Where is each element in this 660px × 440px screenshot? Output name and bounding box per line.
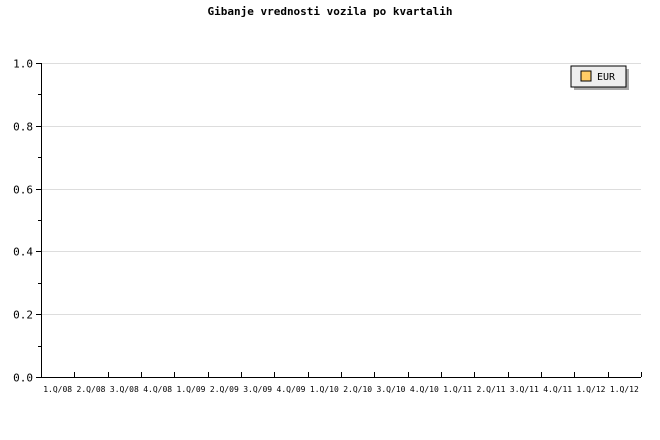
- x-tick-label: 3.Q/10: [377, 385, 406, 394]
- gridlines: [41, 63, 641, 315]
- x-tick-label: 1.Q/12: [577, 385, 606, 394]
- y-tick-label: 0.0: [13, 372, 33, 385]
- legend: EUR: [570, 65, 629, 90]
- x-tick-label: 4.Q/11: [543, 385, 572, 394]
- y-tick-label: 0.8: [13, 121, 33, 134]
- legend-label-eur: EUR: [597, 72, 616, 83]
- x-tick-label: 3.Q/08: [110, 385, 139, 394]
- x-tick-label: 4.Q/10: [410, 385, 439, 394]
- x-tick-label: 1.Q/12: [610, 385, 639, 394]
- y-tick-labels: 0.0 0.2 0.4 0.6 0.8 1.0: [13, 58, 33, 385]
- x-tick-label: 4.Q/08: [143, 385, 172, 394]
- legend-marker-eur: [580, 70, 592, 82]
- x-tick-label: 1.Q/09: [177, 385, 206, 394]
- x-tick-label: 4.Q/09: [277, 385, 306, 394]
- x-tick-label: 3.Q/09: [243, 385, 272, 394]
- x-tick-label: 1.Q/10: [310, 385, 339, 394]
- x-tick-label: 2.Q/11: [477, 385, 506, 394]
- chart-title: Gibanje vrednosti vozila po kvartalih: [207, 5, 452, 18]
- x-tick-label: 3.Q/11: [510, 385, 539, 394]
- x-tick-label: 2.Q/08: [77, 385, 106, 394]
- x-tick-label: 1.Q/11: [443, 385, 472, 394]
- x-tick-label: 1.Q/08: [43, 385, 72, 394]
- y-tick-label: 1.0: [13, 58, 33, 71]
- y-tick-label: 0.4: [13, 246, 33, 259]
- x-tick-labels: 1.Q/08 2.Q/08 3.Q/08 4.Q/08 1.Q/09 2.Q/09 3.Q/…: [43, 385, 639, 394]
- y-tick-label: 0.2: [13, 309, 33, 322]
- x-tick-label: 2.Q/09: [210, 385, 239, 394]
- y-tick-label: 0.6: [13, 184, 33, 197]
- axes: [36, 63, 642, 378]
- x-tick-label: 2.Q/10: [343, 385, 372, 394]
